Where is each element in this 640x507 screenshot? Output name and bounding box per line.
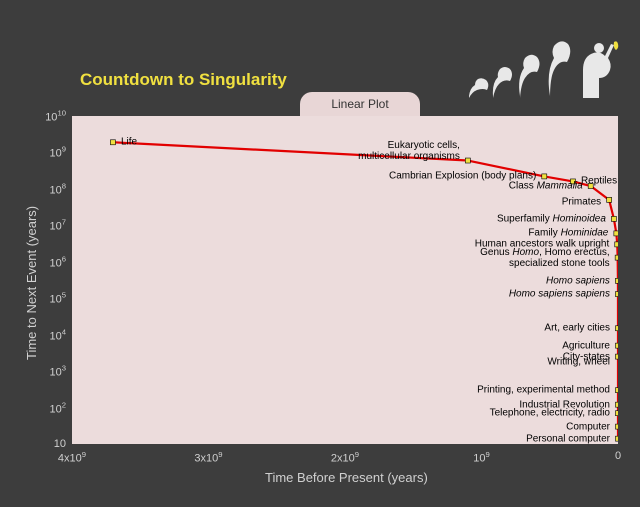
y-tick: 104 (49, 327, 66, 342)
point-label: Eukaryotic cells,multicellular organisms (358, 140, 460, 162)
point-label: Agriculture (562, 340, 610, 351)
point-label: Writing, wheel (547, 356, 610, 367)
y-axis-label: Time to Next Event (years) (24, 206, 39, 360)
point-label: Superfamily Hominoidea (497, 213, 606, 224)
y-tick: 103 (49, 364, 66, 379)
y-tick: 107 (49, 218, 66, 233)
x-tick: 2x109 (331, 450, 359, 465)
x-axis-label: Time Before Present (years) (265, 470, 428, 485)
y-tick: 10 (54, 438, 66, 450)
y-tick: 106 (49, 254, 66, 269)
y-tick: 108 (49, 182, 66, 197)
x-tick: 109 (473, 450, 490, 465)
point-label: Homo sapiens sapiens (509, 289, 610, 300)
point-label: Family Hominidae (528, 228, 608, 239)
point-label: Computer (566, 421, 610, 432)
point-label: Printing, experimental method (477, 385, 610, 396)
y-tick: 105 (49, 291, 66, 306)
point-label: Class Mammalia (509, 181, 583, 192)
chart-title: Countdown to Singularity (80, 70, 287, 90)
point-label: Reptiles (581, 176, 617, 187)
y-tick: 109 (49, 145, 66, 160)
point-label: Homo sapiens (546, 275, 610, 286)
x-tick: 3x109 (194, 450, 222, 465)
point-label: Telephone, electricity, radio (490, 408, 610, 419)
x-tick: 0 (615, 450, 621, 462)
y-tick: 102 (49, 400, 66, 415)
x-tick: 4x109 (58, 450, 86, 465)
point-label: Art, early cities (544, 323, 610, 334)
point-label: Genus Homo, Homo erectus,specialized sto… (480, 247, 610, 269)
y-tick: 1010 (45, 109, 66, 124)
point-label: Personal computer (526, 433, 610, 444)
evolution-icon (465, 40, 620, 107)
tab-linear-plot[interactable]: Linear Plot (300, 92, 420, 116)
plot-area: Life Eukaryotic cells,multicellular organ… (72, 116, 618, 444)
point-label: Primates (562, 196, 601, 207)
point-label: Life (121, 137, 137, 148)
